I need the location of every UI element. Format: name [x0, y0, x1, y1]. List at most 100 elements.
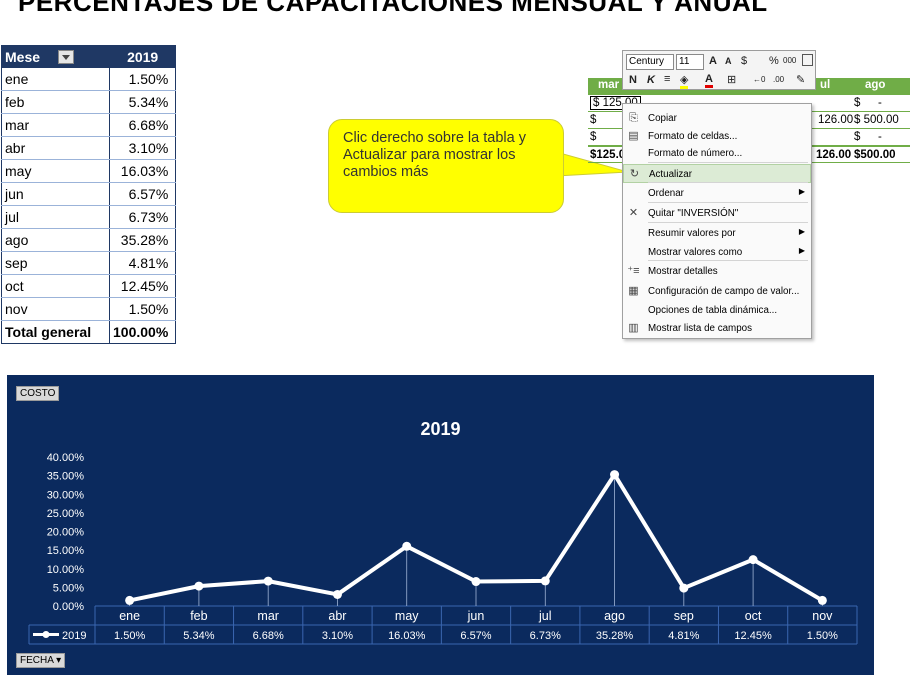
pivot-month-cell[interactable]: sep [1, 251, 110, 275]
context-menu-item[interactable]: Formato de número... [623, 144, 811, 163]
decrease-decimal-icon[interactable]: .00 [773, 75, 785, 84]
align-icon[interactable]: ≡ [664, 73, 671, 85]
format-table-icon[interactable] [802, 54, 813, 66]
pivot-row[interactable]: feb 5.34% [1, 90, 177, 114]
pivot-row[interactable]: jun 6.57% [1, 182, 177, 206]
pivot-month-cell[interactable]: abr [1, 136, 110, 160]
pivot-chart[interactable]: COSTO 2019 0.00% 5.00% 10.00% 15.00% 20.00% 2… [7, 375, 874, 675]
pivot-table[interactable]: Mese 2019 ene 1.50% feb 5.34% mar 6.68% abr 3.1… [1, 45, 177, 344]
bold-icon[interactable]: N [629, 74, 637, 86]
pivot-value-cell[interactable]: 1.50% [109, 67, 177, 91]
pivot-row[interactable]: mar 6.68% [1, 113, 177, 137]
pivot-row[interactable]: may 16.03% [1, 159, 177, 183]
data-point [263, 576, 273, 586]
pivot-value-cell[interactable]: 35.28% [109, 228, 177, 252]
context-menu-item[interactable]: ▦ Configuración de campo de valor... [623, 282, 811, 301]
increase-decimal-icon[interactable]: ←0 [753, 75, 766, 84]
data-table-value: 6.73% [530, 630, 561, 642]
pivot-month-cell[interactable]: mar [1, 113, 110, 137]
pivot-month-cell[interactable]: ago [1, 228, 110, 252]
pivot-value-cell[interactable]: 12.45% [109, 274, 177, 298]
pivot-month-cell[interactable]: oct [1, 274, 110, 298]
pivot-month-cell[interactable]: feb [1, 90, 110, 114]
pivot-value-cell[interactable]: 4.81% [109, 251, 177, 275]
context-menu-item[interactable]: Ordenar ▶ [623, 184, 811, 203]
context-menu-item[interactable]: ▥ Mostrar lista de campos [623, 319, 811, 338]
thousands-icon[interactable]: 000 [783, 56, 797, 65]
pivot-value-cell[interactable]: 6.73% [109, 205, 177, 229]
data-table-value: 1.50% [114, 630, 145, 642]
context-menu-label: Mostrar detalles [648, 266, 718, 277]
data-point [679, 583, 689, 593]
x-category-label: may [395, 609, 419, 623]
pivot-row[interactable]: jul 6.73% [1, 205, 177, 229]
context-menu-item[interactable]: ▤ Formato de celdas... [623, 127, 811, 146]
y-tick-label: 25.00% [47, 508, 85, 520]
filter-dropdown-icon[interactable] [58, 50, 75, 64]
pivot-row[interactable]: ago 35.28% [1, 228, 177, 252]
y-tick-label: 15.00% [47, 545, 85, 557]
font-color-icon[interactable]: A [705, 73, 713, 88]
format-cells-icon: ▤ [628, 130, 639, 142]
pivot-value-cell[interactable]: 1.50% [109, 297, 177, 321]
borders-icon[interactable]: ⊞ [727, 74, 737, 86]
pivot-total-row[interactable]: Total general 100.00% [1, 320, 177, 344]
context-menu-item[interactable]: Resumir valores por ▶ [623, 224, 811, 243]
currency-icon[interactable]: $ [741, 55, 748, 67]
pivot-row[interactable]: nov 1.50% [1, 297, 177, 321]
context-menu-item[interactable]: ↻ Actualizar [623, 164, 811, 183]
data-point [817, 595, 827, 605]
fecha-field-button[interactable]: FECHA ▾ [16, 653, 66, 668]
pivot-row[interactable]: abr 3.10% [1, 136, 177, 160]
context-menu-item[interactable]: ✕ Quitar "INVERSIÓN" [623, 204, 811, 223]
data-point [125, 595, 135, 605]
context-menu-item[interactable]: Opciones de tabla dinámica... [623, 301, 811, 320]
format-painter-icon[interactable]: ✎ [796, 74, 806, 86]
pivot-month-cell[interactable]: jun [1, 182, 110, 206]
pivot-row[interactable]: oct 12.45% [1, 274, 177, 298]
data-point [540, 576, 550, 586]
pivot-total-label[interactable]: Total general [1, 320, 110, 344]
context-menu-item[interactable]: ⎘ Copiar [623, 109, 811, 128]
y-tick-label: 40.00% [47, 452, 85, 464]
italic-icon[interactable]: K [647, 74, 655, 86]
pivot-header-year[interactable]: 2019 [108, 45, 177, 68]
pivot-month-cell[interactable]: jul [1, 205, 110, 229]
pivot-value-cell[interactable]: 16.03% [109, 159, 177, 183]
data-table-value: 12.45% [734, 630, 772, 642]
font-size-box[interactable]: 11 [676, 54, 704, 70]
pivot-value-cell[interactable]: 6.57% [109, 182, 177, 206]
pivot-value-cell[interactable]: 3.10% [109, 136, 177, 160]
pivot-month-cell[interactable]: may [1, 159, 110, 183]
x-category-label: nov [812, 609, 833, 623]
context-menu-label: Quitar "INVERSIÓN" [648, 208, 739, 219]
context-menu-label: Ordenar [648, 188, 684, 199]
pivot-row[interactable]: sep 4.81% [1, 251, 177, 275]
data-point [471, 577, 481, 587]
pivot-row[interactable]: ene 1.50% [1, 67, 177, 91]
pivot-total-value[interactable]: 100.00% [109, 320, 177, 344]
field-settings-icon: ▦ [628, 285, 639, 297]
pivot-month-cell[interactable]: ene [1, 67, 110, 91]
y-tick-label: 0.00% [53, 601, 84, 613]
mini-toolbar: Century 11 A A $ % 000 N K ≡ ◈ A ⊞ ←0 .0… [622, 50, 816, 90]
costo-field-button[interactable]: COSTO [16, 386, 60, 401]
pivot-value-cell[interactable]: 6.68% [109, 113, 177, 137]
pivot-header-month[interactable]: Mese [1, 45, 110, 68]
fill-color-icon[interactable]: ◈ [680, 73, 689, 89]
shrink-font-icon[interactable]: A [725, 56, 732, 66]
percent-icon[interactable]: % [769, 55, 779, 67]
grow-font-icon[interactable]: A [709, 55, 717, 67]
y-tick-label: 30.00% [47, 489, 85, 501]
x-category-label: abr [328, 609, 346, 623]
context-menu-item[interactable]: Mostrar valores como ▶ [623, 243, 811, 262]
data-table-value: 5.34% [183, 630, 214, 642]
pivot-value-cell[interactable]: 5.34% [109, 90, 177, 114]
menu-separator [648, 222, 808, 223]
context-menu-label: Resumir valores por [648, 228, 736, 239]
font-name-box[interactable]: Century [626, 54, 674, 70]
x-category-label: ago [604, 609, 625, 623]
pivot-month-cell[interactable]: nov [1, 297, 110, 321]
context-menu-item[interactable]: ⁺≡ Mostrar detalles [623, 262, 811, 281]
context-menu-label: Formato de número... [648, 148, 743, 159]
